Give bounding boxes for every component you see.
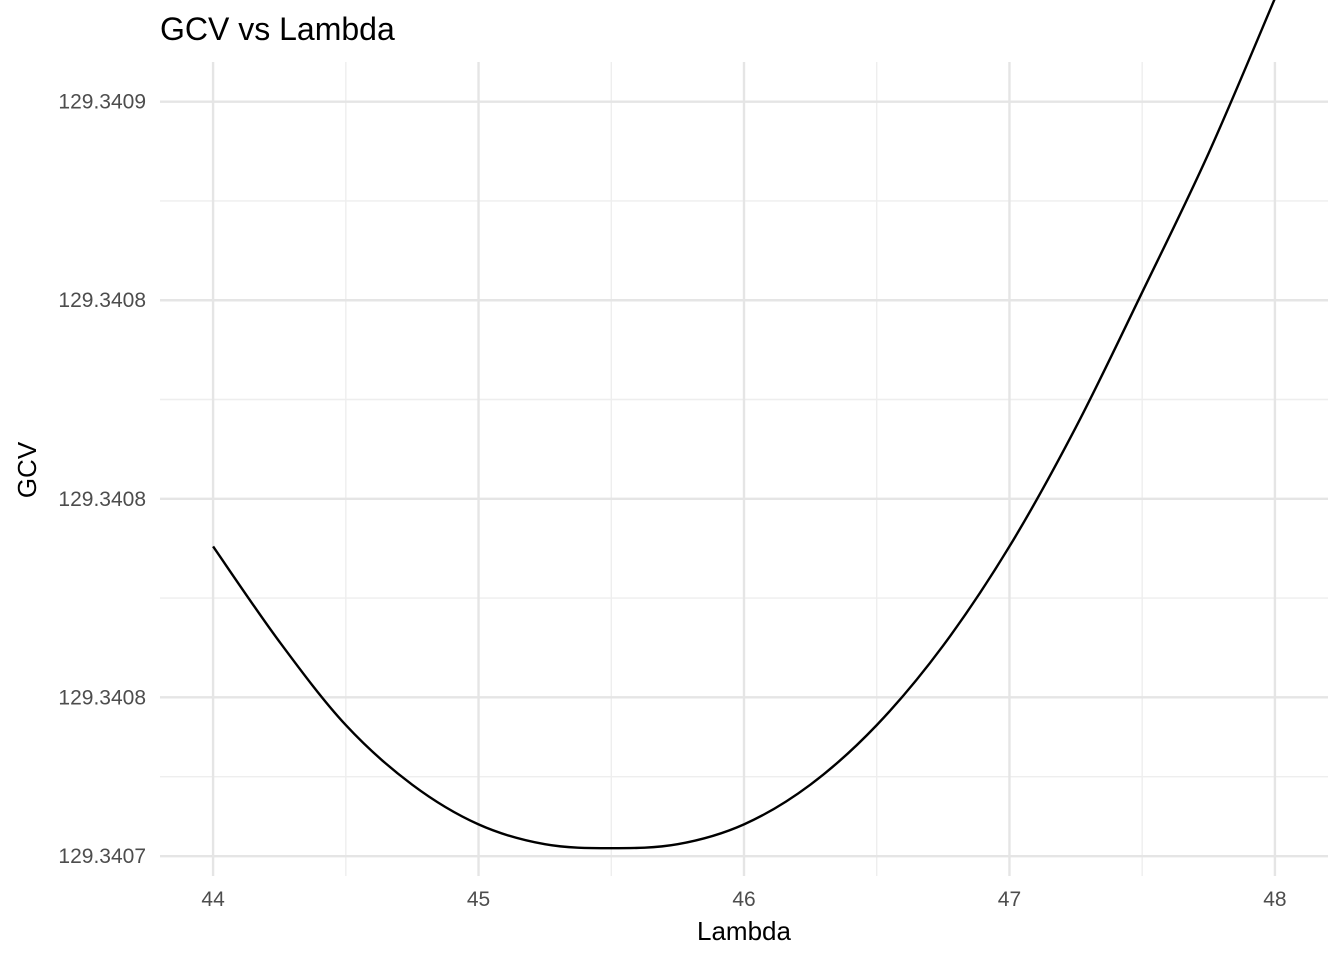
y-tick-label: 129.3408 bbox=[58, 488, 146, 511]
x-tick-label: 45 bbox=[467, 888, 490, 911]
chart-title: GCV vs Lambda bbox=[160, 11, 395, 47]
x-axis-ticks: 44 45 46 47 48 bbox=[201, 888, 1286, 911]
x-axis-label: Lambda bbox=[697, 916, 791, 946]
y-axis-label: GCV bbox=[12, 441, 42, 498]
y-tick-label: 129.3409 bbox=[58, 91, 146, 114]
y-tick-label: 129.3408 bbox=[58, 289, 146, 312]
y-tick-label: 129.3408 bbox=[58, 686, 146, 709]
series-line-0 bbox=[212, 0, 1276, 850]
x-tick-label: 46 bbox=[732, 888, 755, 911]
y-axis-ticks: 129.3407 129.3408 129.3408 129.3408 129.3409 bbox=[58, 91, 146, 868]
grid bbox=[160, 62, 1328, 876]
y-tick-label: 129.3407 bbox=[58, 845, 146, 868]
x-tick-label: 48 bbox=[1263, 888, 1286, 911]
x-tick-label: 47 bbox=[998, 888, 1021, 911]
x-tick-label: 44 bbox=[201, 888, 225, 911]
series-group bbox=[212, 0, 1276, 850]
